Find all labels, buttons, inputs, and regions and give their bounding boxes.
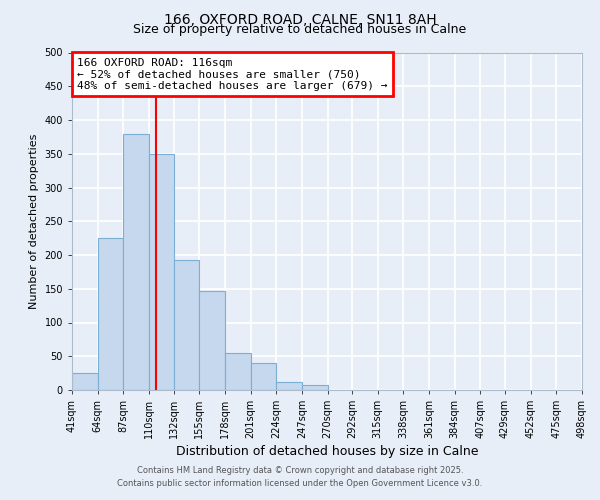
Bar xyxy=(251,363,276,390)
Bar xyxy=(149,154,173,390)
Text: Contains HM Land Registry data © Crown copyright and database right 2025.
Contai: Contains HM Land Registry data © Crown c… xyxy=(118,466,482,487)
Bar xyxy=(276,382,302,390)
Bar xyxy=(72,373,98,390)
Text: 166 OXFORD ROAD: 116sqm
← 52% of detached houses are smaller (750)
48% of semi-d: 166 OXFORD ROAD: 116sqm ← 52% of detache… xyxy=(77,58,388,91)
Bar xyxy=(124,134,149,390)
Bar xyxy=(225,353,251,390)
Bar xyxy=(173,260,199,390)
Bar xyxy=(98,238,124,390)
Bar xyxy=(302,386,328,390)
Bar xyxy=(199,291,225,390)
Y-axis label: Number of detached properties: Number of detached properties xyxy=(29,134,39,309)
Text: Size of property relative to detached houses in Calne: Size of property relative to detached ho… xyxy=(133,22,467,36)
Text: 166, OXFORD ROAD, CALNE, SN11 8AH: 166, OXFORD ROAD, CALNE, SN11 8AH xyxy=(164,12,436,26)
X-axis label: Distribution of detached houses by size in Calne: Distribution of detached houses by size … xyxy=(176,446,478,458)
